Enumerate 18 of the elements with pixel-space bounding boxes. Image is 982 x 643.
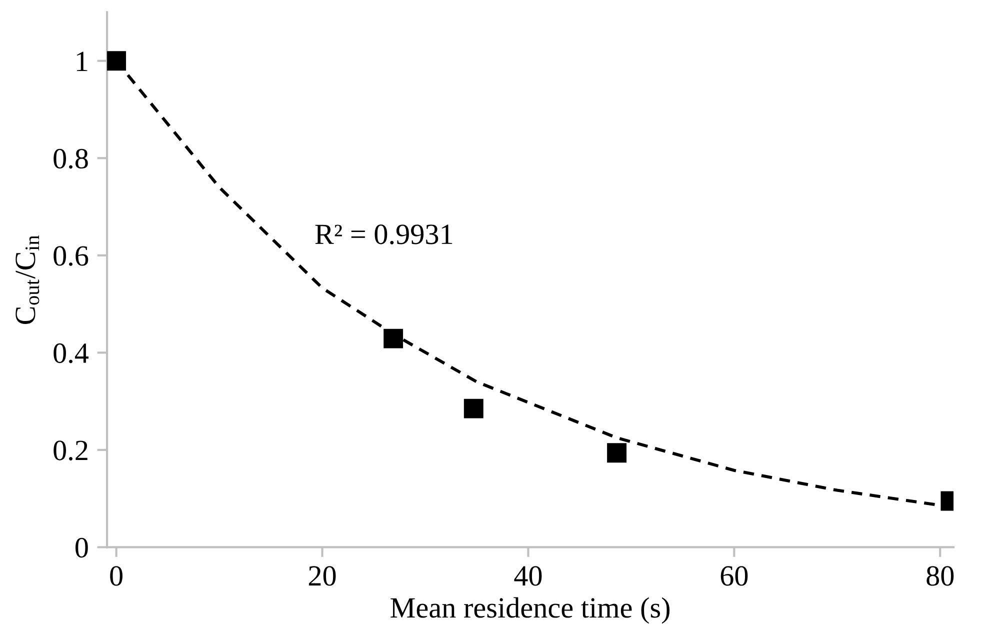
x-tick-label: 60	[720, 566, 748, 586]
y-tick-label: 0	[76, 538, 88, 558]
point	[464, 398, 484, 418]
point	[607, 443, 627, 463]
y-tick-label: 0.8	[54, 148, 88, 169]
x-tick-label: 0	[110, 566, 122, 586]
y-axis-title: C$_{out}$/C$_{in}$	[16, 235, 40, 324]
x-tick-label: 40	[514, 566, 542, 586]
x-tick-label: 20	[308, 566, 336, 586]
point	[107, 51, 126, 71]
y-tick-label: 0.2	[54, 440, 88, 460]
y-tick-label: 0.6	[54, 246, 88, 266]
point	[384, 328, 404, 348]
y-tick-label: 1	[76, 52, 88, 71]
y-tick-label: 0.4	[54, 343, 89, 364]
x-axis-title: Mean residence time (s)	[390, 597, 670, 624]
annotation: R² = 0.9931	[315, 224, 452, 244]
x-tick-label: 80	[926, 566, 954, 586]
